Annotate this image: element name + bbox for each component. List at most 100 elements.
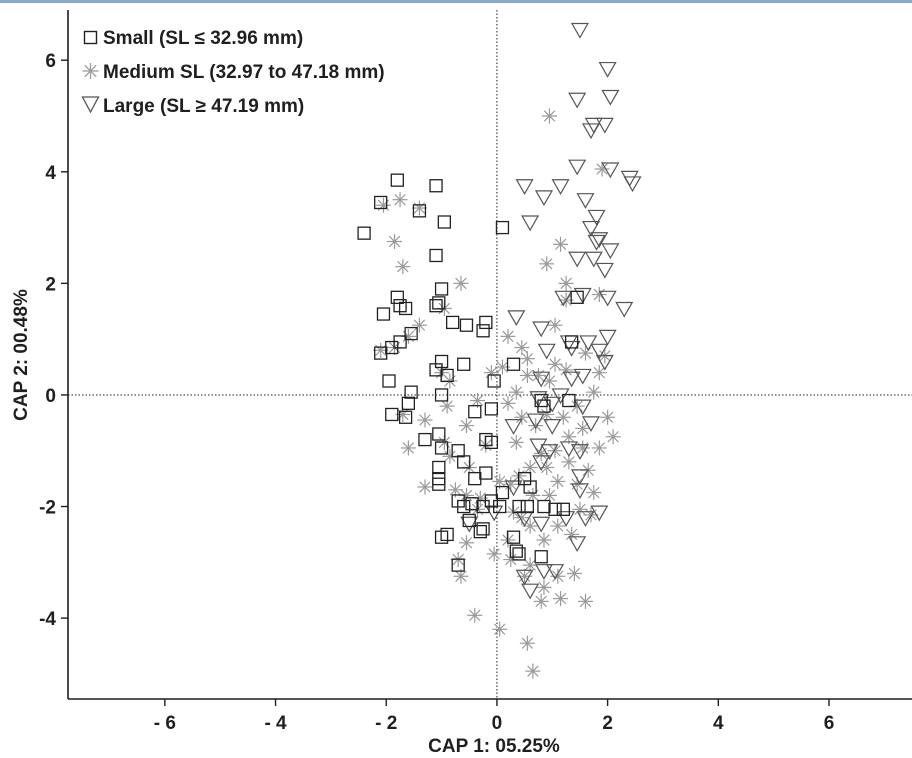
data-point-asterisk — [395, 259, 411, 275]
data-point-square — [476, 324, 490, 338]
data-point-asterisk — [483, 365, 499, 381]
y-tick-label: 4 — [45, 163, 56, 184]
data-point-triangle-down — [532, 371, 551, 388]
data-point-asterisk — [558, 362, 574, 378]
data-point-triangle-down — [584, 117, 603, 134]
legend-item-medium: Medium SL (32.97 to 47.18 mm) — [82, 62, 385, 83]
data-point-asterisk — [572, 501, 588, 517]
data-point-square — [484, 435, 499, 450]
data-point-square — [401, 396, 416, 410]
data-point-triangle-down — [543, 396, 562, 413]
legend-label-small: Small (SL ≤ 32.96 mm) — [103, 28, 303, 49]
data-point-asterisk — [564, 526, 580, 542]
data-point-asterisk — [500, 328, 516, 344]
data-point-triangle-down — [543, 419, 562, 435]
data-point-triangle-down — [568, 159, 587, 176]
data-point-square — [468, 471, 482, 486]
data-point-asterisk — [525, 663, 541, 679]
data-point-triangle-down — [551, 388, 570, 405]
data-point-asterisk — [605, 429, 621, 445]
data-point-triangle-down — [576, 193, 595, 209]
data-point-asterisk — [536, 579, 552, 595]
data-point-square — [479, 466, 493, 480]
data-point-triangle-down — [573, 287, 592, 304]
data-point-asterisk — [533, 593, 549, 609]
data-point-square — [434, 282, 449, 296]
x-tick-label: 2 — [602, 713, 613, 734]
data-point-asterisk — [550, 473, 566, 489]
data-point-asterisk — [508, 434, 524, 450]
data-point-triangle-down — [554, 290, 573, 307]
data-point-asterisk — [577, 345, 593, 361]
data-point-square — [432, 296, 446, 310]
data-point-asterisk — [547, 317, 563, 333]
data-point-asterisk — [553, 591, 569, 607]
data-point-triangle-down — [615, 301, 634, 318]
data-point-triangle-down — [545, 564, 565, 580]
data-point-square — [512, 547, 526, 561]
data-point-square — [432, 477, 446, 491]
plot-area — [67, 10, 912, 700]
legend-asterisk-marker — [82, 63, 99, 79]
data-point-square — [495, 485, 510, 500]
data-point-triangle-down — [620, 170, 639, 187]
data-point-triangle-down — [598, 61, 617, 78]
data-point-square — [445, 315, 460, 330]
legend-label-large: Large (SL ≥ 47.19 mm) — [103, 96, 304, 117]
data-point-triangle-down — [573, 368, 592, 385]
data-point-triangle-down — [570, 444, 589, 460]
data-point-asterisk — [547, 443, 563, 459]
data-point-square — [484, 402, 499, 416]
y-tick-label: 6 — [45, 51, 56, 72]
data-point-square — [562, 393, 576, 408]
legend-item-large: Large (SL ≥ 47.19 mm) — [81, 96, 304, 117]
data-point-triangle-down — [587, 209, 606, 226]
data-point-square — [457, 455, 471, 469]
data-point-asterisk — [492, 621, 508, 637]
data-point-asterisk — [547, 356, 563, 372]
x-tick-label: 0 — [492, 713, 503, 734]
data-point-asterisk — [539, 459, 555, 475]
top-accent-line — [0, 0, 912, 3]
data-point-square — [473, 524, 487, 539]
data-point-square — [398, 410, 413, 424]
data-points — [357, 22, 642, 679]
data-point-triangle-down — [515, 569, 534, 586]
data-point-square — [376, 307, 391, 321]
data-point-asterisk — [387, 234, 403, 250]
data-point-asterisk — [514, 340, 530, 356]
data-point-square — [432, 427, 446, 441]
data-point-square — [537, 499, 551, 514]
y-tick-label: -2 — [39, 498, 56, 519]
data-point-square — [459, 318, 474, 332]
data-point-triangle-down — [584, 251, 603, 268]
data-point-square — [556, 502, 570, 516]
data-point-asterisk — [575, 420, 591, 436]
data-point-square — [398, 301, 413, 316]
data-point-triangle-down — [529, 391, 548, 407]
data-point-square — [429, 299, 443, 313]
data-point-triangle-down — [570, 22, 589, 39]
data-point-asterisk — [417, 412, 433, 428]
data-point-asterisk — [514, 409, 530, 425]
data-point-asterisk — [594, 161, 610, 177]
data-point-triangle-down — [595, 262, 614, 279]
data-point-square — [434, 388, 449, 402]
data-point-triangle-down — [568, 536, 587, 552]
data-point-triangle-down — [515, 179, 534, 195]
data-point-asterisk — [541, 487, 557, 503]
data-point-square — [479, 315, 493, 330]
data-point-square — [404, 385, 418, 399]
data-point-asterisk — [528, 418, 544, 434]
data-point-asterisk — [553, 236, 569, 252]
data-point-asterisk — [458, 535, 474, 551]
data-point-asterisk — [447, 482, 463, 498]
data-point-triangle-down — [570, 483, 589, 499]
data-point-triangle-down — [581, 416, 601, 433]
data-point-asterisk — [411, 200, 427, 216]
data-point-square — [548, 502, 562, 516]
data-point-triangle-down — [601, 243, 620, 260]
data-point-triangle-down — [532, 516, 551, 533]
data-point-triangle-down — [570, 469, 589, 486]
data-point-triangle-down — [557, 511, 576, 527]
